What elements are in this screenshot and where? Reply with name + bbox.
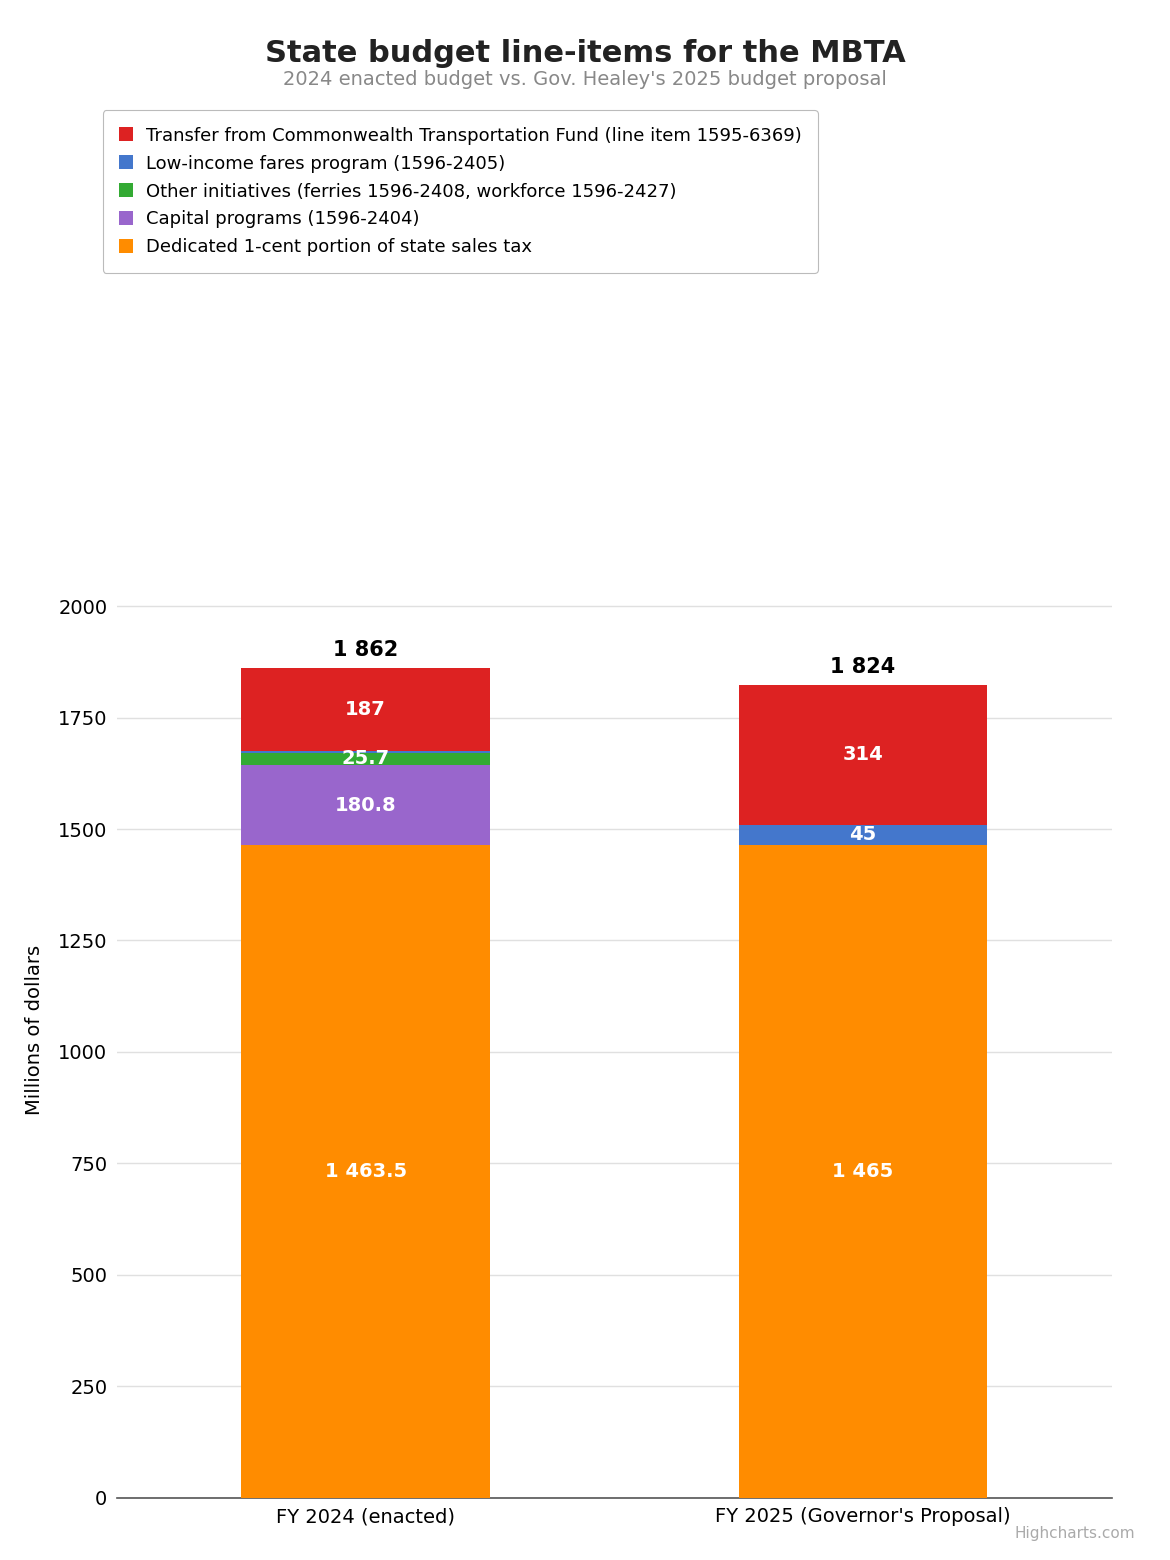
Text: Highcharts.com: Highcharts.com <box>1014 1526 1135 1541</box>
Text: 187: 187 <box>345 700 386 719</box>
Text: 2024 enacted budget vs. Gov. Healey's 2025 budget proposal: 2024 enacted budget vs. Gov. Healey's 20… <box>283 70 887 89</box>
Bar <box>241 764 490 846</box>
Text: 1 862: 1 862 <box>333 640 398 660</box>
Text: 45: 45 <box>849 825 876 844</box>
Bar <box>738 685 987 825</box>
Text: 314: 314 <box>842 746 883 764</box>
Text: State budget line-items for the MBTA: State budget line-items for the MBTA <box>264 39 906 69</box>
Bar <box>738 844 987 1498</box>
Text: 1 465: 1 465 <box>832 1162 894 1181</box>
Bar <box>241 668 490 750</box>
Bar <box>738 825 987 844</box>
Bar <box>241 753 490 764</box>
Text: 25.7: 25.7 <box>342 749 390 769</box>
Text: 1 824: 1 824 <box>831 657 895 677</box>
Text: 180.8: 180.8 <box>335 796 397 814</box>
Bar <box>241 846 490 1498</box>
Bar <box>241 750 490 753</box>
Text: 1 463.5: 1 463.5 <box>324 1162 407 1181</box>
Y-axis label: Millions of dollars: Millions of dollars <box>25 944 44 1115</box>
Legend: Transfer from Commonwealth Transportation Fund (line item 1595-6369), Low-income: Transfer from Commonwealth Transportatio… <box>103 111 818 273</box>
